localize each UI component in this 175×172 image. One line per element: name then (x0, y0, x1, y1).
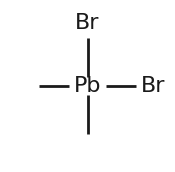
Text: Br: Br (75, 13, 100, 33)
Text: Br: Br (141, 76, 165, 96)
Text: Pb: Pb (74, 76, 101, 96)
